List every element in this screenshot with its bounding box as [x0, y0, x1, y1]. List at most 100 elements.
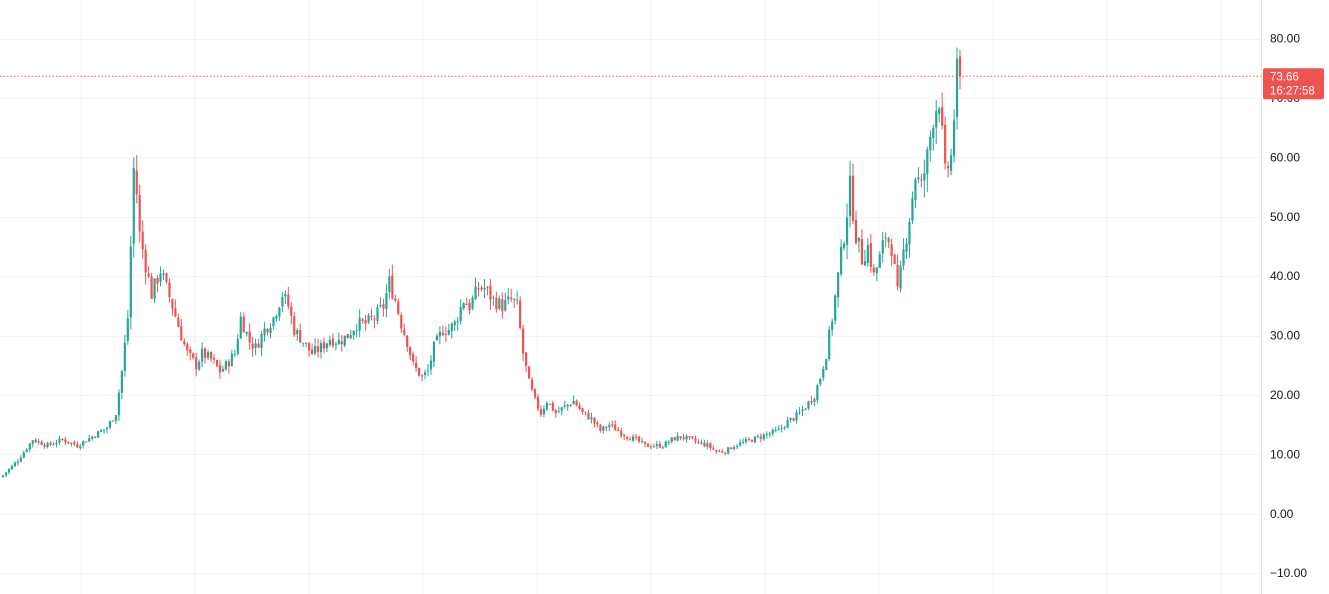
candle — [611, 420, 614, 428]
candle — [257, 338, 260, 349]
candle — [557, 406, 560, 413]
candle-body — [533, 388, 537, 398]
candle-body — [941, 107, 944, 126]
candle — [435, 333, 439, 341]
candle — [117, 389, 121, 421]
candle-body — [519, 300, 522, 329]
candle — [949, 148, 953, 176]
candle-body — [373, 318, 376, 320]
candle — [230, 349, 233, 367]
candle-body — [13, 462, 16, 467]
last-price-badge: 73.66 16:27:58 — [1263, 68, 1324, 100]
candle — [637, 435, 641, 444]
candle-body — [848, 175, 852, 217]
candle-body — [82, 441, 85, 446]
candle — [94, 435, 97, 439]
candle — [932, 124, 935, 152]
candle — [1, 474, 5, 478]
candle — [296, 328, 299, 341]
candle-body — [522, 328, 525, 354]
candle-body — [70, 442, 73, 444]
candle — [168, 278, 171, 303]
candle-body — [557, 411, 560, 413]
candle-body — [938, 108, 941, 114]
candle-body — [807, 401, 810, 409]
candle-body — [845, 217, 849, 245]
candle — [111, 420, 115, 422]
candle — [385, 284, 388, 318]
candle-body — [382, 304, 385, 309]
candle-body — [474, 286, 477, 300]
candle-body — [902, 249, 905, 266]
candle-body — [741, 441, 745, 443]
candle — [302, 342, 305, 348]
candle-body — [346, 334, 349, 339]
candle-body — [19, 457, 22, 462]
candle-body — [673, 437, 676, 441]
candle — [709, 442, 712, 451]
candle-body — [640, 441, 644, 443]
candle — [316, 338, 320, 358]
candle-body — [914, 179, 917, 200]
candle — [935, 99, 938, 144]
candle-body — [281, 296, 284, 307]
candle — [313, 338, 317, 356]
candle — [97, 430, 100, 438]
candle-body — [275, 316, 278, 319]
candle — [721, 448, 724, 454]
candle-body — [730, 447, 733, 450]
candle — [236, 333, 239, 356]
candle-body — [837, 272, 840, 298]
candle — [516, 291, 519, 305]
candle — [551, 400, 554, 412]
candle — [287, 286, 290, 310]
candle — [379, 297, 382, 308]
candle-body — [513, 298, 516, 300]
candle-body — [905, 243, 908, 252]
candle — [605, 425, 608, 432]
candle-body — [682, 437, 685, 439]
candle-body — [355, 330, 358, 332]
candle — [640, 437, 644, 444]
candle — [771, 427, 774, 437]
candle — [293, 312, 296, 337]
candle-body — [510, 297, 513, 299]
candle — [64, 436, 67, 445]
candle-body — [441, 332, 444, 336]
candle-body — [64, 439, 67, 443]
candle — [79, 443, 82, 451]
candle-body — [958, 56, 962, 77]
candle — [462, 301, 465, 311]
candle — [813, 397, 816, 407]
candle-body — [631, 436, 635, 441]
candle-body — [655, 443, 658, 446]
candle-body — [929, 136, 932, 151]
candle — [406, 334, 409, 352]
price-axis[interactable]: 80.0070.0060.0050.0040.0030.0020.0010.00… — [1270, 32, 1307, 581]
candle-body — [539, 409, 543, 415]
candle — [753, 436, 757, 444]
candle-body — [284, 293, 287, 297]
candle — [527, 365, 531, 379]
candle — [441, 325, 444, 337]
candle — [165, 272, 168, 284]
candle-body — [263, 328, 266, 336]
candle-body — [168, 282, 171, 298]
candle-body — [349, 335, 352, 339]
candle-body — [795, 412, 798, 421]
candle — [887, 236, 890, 249]
candle — [744, 436, 748, 444]
candle — [308, 342, 311, 357]
candle-body — [545, 403, 548, 410]
candle — [646, 443, 650, 447]
candle-body — [61, 439, 64, 441]
candle-body — [325, 343, 329, 349]
candle-body — [203, 348, 207, 358]
candle-body — [201, 348, 204, 362]
candle — [91, 435, 94, 441]
candle-body — [361, 319, 364, 321]
candle-body — [388, 276, 391, 293]
candle — [837, 271, 840, 308]
